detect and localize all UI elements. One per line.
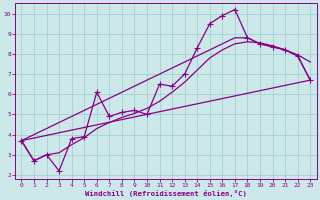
X-axis label: Windchill (Refroidissement éolien,°C): Windchill (Refroidissement éolien,°C): [85, 190, 247, 197]
